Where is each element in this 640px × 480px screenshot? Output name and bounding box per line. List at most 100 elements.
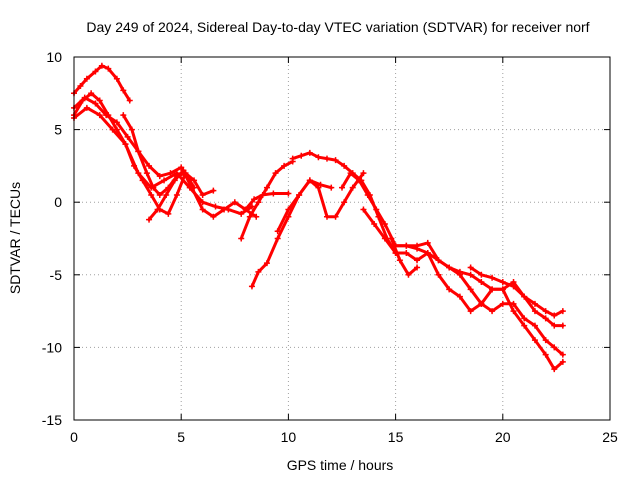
x-tick-label: 5 (177, 429, 185, 445)
x-tick-label: 0 (70, 429, 78, 445)
data-point (332, 157, 339, 164)
x-tick-label: 20 (495, 429, 511, 445)
series-track-12 (339, 170, 566, 358)
data-point (120, 112, 127, 119)
data-point (315, 184, 322, 191)
y-tick-label: 5 (54, 122, 62, 138)
plot-area (71, 62, 566, 373)
data-point (165, 210, 172, 217)
data-point (289, 155, 296, 162)
data-point (499, 286, 506, 293)
data-point (371, 220, 378, 227)
data-point (263, 260, 270, 267)
series-track-11 (274, 170, 367, 235)
data-point (191, 177, 198, 184)
data-point (489, 274, 496, 281)
data-point (467, 271, 474, 278)
data-point (231, 199, 238, 206)
data-point (306, 177, 313, 184)
y-tick-label: -5 (50, 267, 63, 283)
data-point (499, 279, 506, 286)
grid (74, 57, 610, 420)
data-point (81, 94, 88, 101)
data-point (109, 126, 116, 133)
data-point (126, 97, 133, 104)
data-point (248, 283, 255, 290)
data-point (456, 293, 463, 300)
data-point (349, 184, 356, 191)
data-point (510, 308, 517, 315)
data-point (531, 300, 538, 307)
data-point (156, 191, 163, 198)
data-point (191, 184, 198, 191)
data-point (551, 312, 558, 319)
data-point (173, 191, 180, 198)
data-point (531, 308, 538, 315)
data-point (542, 315, 549, 322)
data-point (199, 199, 206, 206)
data-point (255, 268, 262, 275)
data-point (199, 191, 206, 198)
data-point (143, 170, 150, 177)
data-point (263, 184, 270, 191)
data-point (255, 199, 262, 206)
data-point (424, 239, 431, 246)
data-point (341, 199, 348, 206)
series-track-7 (238, 158, 296, 242)
data-point (435, 257, 442, 264)
data-point (364, 191, 371, 198)
data-point (551, 322, 558, 329)
data-point (146, 162, 153, 169)
data-point (381, 220, 388, 227)
data-point (135, 148, 142, 155)
data-point (98, 62, 105, 69)
data-point (323, 155, 330, 162)
data-point (105, 65, 112, 72)
data-point (332, 213, 339, 220)
data-point (296, 191, 303, 198)
y-axis-label: SDTVAR / TECUs (7, 182, 23, 294)
series-line (340, 171, 565, 357)
axis-ticks (73, 56, 611, 421)
data-point (356, 177, 363, 184)
data-point (388, 235, 395, 242)
data-point (424, 250, 431, 257)
data-point (238, 210, 245, 217)
x-tick-label: 10 (281, 429, 297, 445)
data-point (381, 235, 388, 242)
data-point (120, 87, 127, 94)
data-point (478, 300, 485, 307)
data-point (306, 149, 313, 156)
data-point (542, 337, 549, 344)
data-point (246, 213, 253, 220)
y-tick-label: -15 (42, 412, 62, 428)
data-point (92, 100, 99, 107)
x-axis-label: GPS time / hours (287, 457, 394, 473)
data-point (248, 203, 255, 210)
data-point (559, 308, 566, 315)
series-track-2 (71, 90, 217, 217)
data-point (83, 75, 90, 82)
data-point (113, 119, 120, 126)
data-point (414, 264, 421, 271)
series-line (276, 171, 365, 233)
data-point (478, 279, 485, 286)
series-track-14 (392, 242, 566, 329)
data-point (414, 245, 421, 252)
y-tick-labels: -15 -10 -5 0 5 10 (42, 49, 62, 428)
data-point (446, 264, 453, 271)
data-point (559, 358, 566, 365)
data-point (521, 315, 528, 322)
data-point (238, 235, 245, 242)
x-tick-label: 25 (602, 429, 618, 445)
data-point (210, 213, 217, 220)
data-point (210, 187, 217, 194)
data-point (146, 216, 153, 223)
data-point (521, 293, 528, 300)
data-point (347, 170, 354, 177)
data-point (446, 286, 453, 293)
data-point (148, 191, 155, 198)
series-track-13 (360, 206, 566, 373)
data-point (414, 257, 421, 264)
